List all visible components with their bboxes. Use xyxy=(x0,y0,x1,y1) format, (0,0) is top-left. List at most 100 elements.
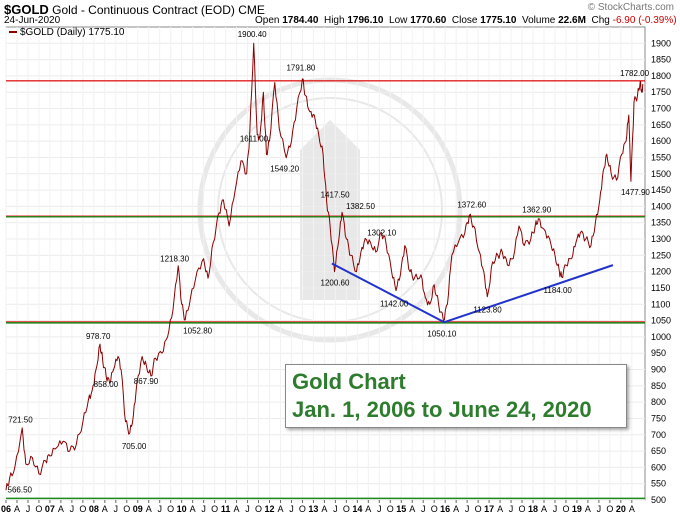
y-tick-label: 550 xyxy=(651,479,666,489)
price-annotation: 1417.50 xyxy=(321,191,350,200)
x-tick-label: O xyxy=(299,504,306,514)
x-tick-label: O xyxy=(519,504,526,514)
chg-value: -6.90 (-0.39%) xyxy=(612,15,677,26)
x-tick-label: O xyxy=(343,504,350,514)
x-tick-label: J xyxy=(333,504,338,514)
y-tick-label: 650 xyxy=(651,446,666,456)
x-tick-label: A xyxy=(321,504,327,514)
low-label: Low xyxy=(389,15,408,26)
contract-description: Gold - Continuous Contract (EOD) CME xyxy=(52,3,265,17)
price-line xyxy=(5,42,644,491)
y-tick-label: 1050 xyxy=(651,316,671,326)
legend-label: $GOLD (Daily) 1775.10 xyxy=(20,27,125,38)
x-tick-label: 12 xyxy=(264,504,274,514)
x-tick-label: O xyxy=(255,504,262,514)
open-value: 1784.40 xyxy=(282,15,319,26)
volume-label: Volume xyxy=(521,15,556,26)
x-tick-label: O xyxy=(35,504,42,514)
x-tick-label: O xyxy=(606,504,613,514)
x-tick-label: A xyxy=(146,504,152,514)
price-annotation: 978.70 xyxy=(86,332,111,341)
x-tick-label: A xyxy=(585,504,591,514)
callout-title: Gold Chart xyxy=(292,369,406,394)
price-annotation: 1782.00 xyxy=(620,69,649,78)
x-tick-label: O xyxy=(167,504,174,514)
x-tick-label: A xyxy=(365,504,371,514)
x-tick-label: J xyxy=(289,504,294,514)
y-tick-label: 1450 xyxy=(651,185,671,195)
x-tick-label: O xyxy=(475,504,482,514)
x-tick-label: 08 xyxy=(89,504,99,514)
x-tick-label: A xyxy=(14,504,20,514)
y-tick-label: 1900 xyxy=(651,38,671,48)
x-tick-label: O xyxy=(562,504,569,514)
y-tick-label: 850 xyxy=(651,381,666,391)
chart-callout: Gold Chart Jan. 1, 2006 to June 24, 2020 xyxy=(285,364,627,428)
trendlines xyxy=(331,262,614,324)
y-tick-label: 1000 xyxy=(651,332,671,342)
y-tick-label: 1850 xyxy=(651,55,671,65)
x-tick-label: O xyxy=(211,504,218,514)
close-label: Close xyxy=(451,15,478,26)
callout-subtitle: Jan. 1, 2006 to June 24, 2020 xyxy=(292,397,592,422)
y-tick-label: 1350 xyxy=(651,218,671,228)
price-annotation: 1900.40 xyxy=(238,30,267,39)
y-tick-label: 1650 xyxy=(651,120,671,130)
y-tick-label: 1550 xyxy=(651,152,671,162)
x-tick-label: J xyxy=(26,504,31,514)
price-annotation: 1382.50 xyxy=(346,202,375,211)
y-tick-label: 700 xyxy=(651,430,666,440)
horizontal-lines xyxy=(6,80,645,500)
x-tick-label: 15 xyxy=(396,504,406,514)
price-annotation: 566.50 xyxy=(8,485,33,494)
chg-label: Chg xyxy=(591,15,610,26)
x-tick-label: J xyxy=(465,504,470,514)
price-annotation: 1218.30 xyxy=(160,255,189,264)
y-tick-label: 750 xyxy=(651,413,666,423)
x-tick-label: A xyxy=(453,504,459,514)
price-annotation: 1302.10 xyxy=(367,228,396,237)
x-tick-label: O xyxy=(123,504,130,514)
x-tick-label: 09 xyxy=(133,504,143,514)
y-tick-label: 1150 xyxy=(651,283,670,293)
x-tick-label: J xyxy=(377,504,382,514)
y-tick-label: 950 xyxy=(651,348,666,358)
x-tick-label: 19 xyxy=(572,504,582,514)
y-tick-label: 1500 xyxy=(651,169,671,179)
ohlc-bar: Open 1784.40 High 1796.10 Low 1770.60 Cl… xyxy=(255,15,680,26)
price-annotation: 867.90 xyxy=(134,377,159,386)
x-tick-label: O xyxy=(431,504,438,514)
y-tick-label: 1700 xyxy=(651,104,671,114)
x-tick-label: A xyxy=(497,504,503,514)
y-tick-label: 500 xyxy=(651,495,666,505)
high-value: 1796.10 xyxy=(347,15,384,26)
y-tick-label: 1100 xyxy=(651,299,670,309)
x-tick-label: 13 xyxy=(308,504,318,514)
chart-date: 24-Jun-2020 xyxy=(4,15,61,26)
volume-value: 22.6M xyxy=(558,15,586,26)
price-series xyxy=(5,42,644,491)
price-annotation: 1052.80 xyxy=(183,327,212,336)
brand-watermark: © StockCharts.com xyxy=(587,2,674,13)
price-annotation: 1184.00 xyxy=(544,286,573,295)
y-tick-label: 1600 xyxy=(651,136,671,146)
close-value: 1775.10 xyxy=(480,15,517,26)
x-tick-label: 20 xyxy=(616,504,626,514)
y-tick-label: 1300 xyxy=(651,234,671,244)
x-tick-label: J xyxy=(553,504,558,514)
price-annotation: 1477.90 xyxy=(621,188,650,197)
price-annotation: 721.50 xyxy=(8,416,33,425)
y-tick-label: 1250 xyxy=(651,250,671,260)
x-tick-label: 07 xyxy=(45,504,55,514)
price-annotation: 1362.90 xyxy=(522,206,551,215)
price-annotation: 858.00 xyxy=(94,380,119,389)
x-tick-label: 14 xyxy=(352,504,362,514)
x-tick-label: A xyxy=(58,504,64,514)
x-tick-label: A xyxy=(102,504,108,514)
x-tick-label: 16 xyxy=(440,504,450,514)
x-tick-label: A xyxy=(277,504,283,514)
trendline xyxy=(443,264,614,324)
x-tick-label: J xyxy=(509,504,514,514)
x-tick-label: 17 xyxy=(484,504,494,514)
